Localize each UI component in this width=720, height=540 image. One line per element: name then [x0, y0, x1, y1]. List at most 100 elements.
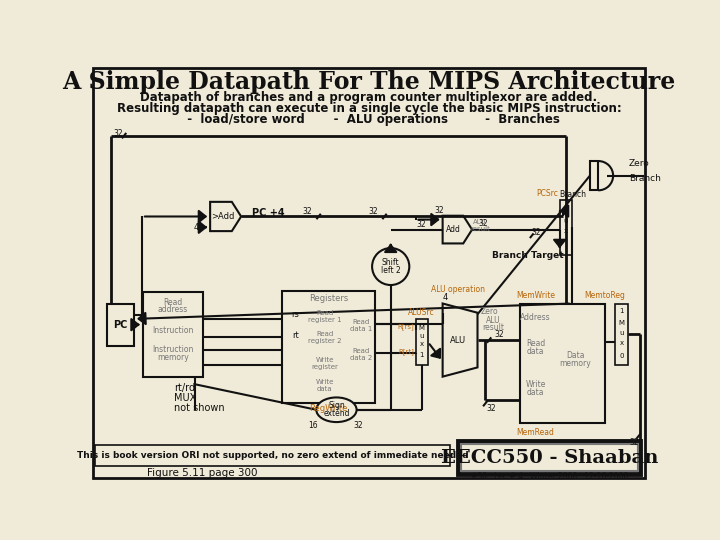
Text: 32: 32: [531, 228, 541, 237]
Text: Read: Read: [353, 348, 370, 354]
Text: data: data: [527, 347, 544, 356]
Text: u: u: [619, 330, 624, 336]
Text: Branch: Branch: [559, 190, 586, 199]
Text: ALU: ALU: [486, 316, 500, 325]
Text: memory: memory: [157, 353, 189, 362]
Bar: [143, 292, 203, 377]
Text: Instruction: Instruction: [152, 326, 194, 335]
Text: M: M: [618, 320, 625, 326]
Text: 32: 32: [302, 207, 312, 215]
Text: 16: 16: [308, 421, 318, 430]
Bar: [458, 441, 640, 474]
Text: 1: 1: [420, 352, 424, 358]
Text: Resulting datapath can execute in a single cycle the basic MIPS instruction:: Resulting datapath can execute in a sing…: [117, 102, 621, 115]
Bar: [462, 444, 638, 471]
Text: 4: 4: [443, 293, 449, 302]
Text: ALU operation: ALU operation: [431, 285, 485, 294]
Text: x: x: [620, 340, 624, 346]
Text: >Add: >Add: [211, 212, 234, 221]
Text: register: register: [311, 364, 338, 370]
Text: 32: 32: [495, 330, 504, 339]
Text: Address: Address: [521, 313, 551, 322]
Text: Branch Target: Branch Target: [492, 251, 564, 260]
Text: data 1: data 1: [350, 326, 372, 332]
Text: PC: PC: [114, 320, 128, 330]
Text: ALUSrc: ALUSrc: [408, 308, 435, 317]
Text: register 2: register 2: [308, 338, 341, 344]
Text: data: data: [527, 388, 544, 396]
Text: Data: Data: [567, 351, 585, 360]
Text: MemtoReg: MemtoReg: [585, 291, 626, 300]
Text: Write: Write: [315, 357, 334, 363]
Text: x: x: [420, 341, 424, 347]
Text: 32: 32: [629, 437, 639, 447]
Text: RegWrite: RegWrite: [310, 404, 348, 414]
Text: Registers: Registers: [309, 294, 348, 303]
Text: 32: 32: [368, 207, 378, 215]
Text: Read: Read: [353, 319, 370, 325]
Circle shape: [372, 248, 409, 285]
Text: 32: 32: [354, 421, 363, 430]
Text: Read: Read: [316, 332, 333, 338]
Text: u: u: [564, 218, 568, 224]
Text: 1: 1: [619, 308, 624, 314]
Text: 32: 32: [434, 206, 444, 215]
Text: Zero: Zero: [629, 159, 649, 168]
Text: rs: rs: [292, 310, 300, 319]
Text: result: result: [482, 323, 504, 332]
Text: extend: extend: [323, 409, 350, 418]
Ellipse shape: [316, 397, 356, 422]
Text: Branch: Branch: [629, 174, 660, 183]
Text: Add: Add: [446, 225, 462, 234]
Text: Zero: Zero: [480, 307, 498, 316]
Text: 0: 0: [619, 353, 624, 359]
Text: result: result: [470, 226, 490, 232]
Text: M: M: [563, 208, 569, 214]
Bar: [616, 303, 628, 365]
Bar: [107, 303, 134, 346]
Polygon shape: [443, 303, 477, 377]
Bar: [520, 303, 606, 423]
Text: R[rt]: R[rt]: [398, 348, 414, 355]
Text: Sign: Sign: [328, 401, 345, 410]
Text: This is book version ORI not supported, no zero extend of immediate needed: This is book version ORI not supported, …: [77, 451, 469, 460]
Text: not shown: not shown: [174, 403, 225, 413]
Text: rt/rd: rt/rd: [174, 383, 195, 393]
Text: Write: Write: [526, 380, 546, 389]
Text: Read: Read: [163, 298, 183, 307]
Text: ALU: ALU: [450, 335, 466, 345]
Text: #38   Lec # 4   Winter 2008   12-16-2008: #38 Lec # 4 Winter 2008 12-16-2008: [471, 472, 628, 481]
Bar: [415, 319, 428, 365]
Text: Read: Read: [526, 339, 545, 348]
Bar: [282, 291, 375, 403]
Bar: [559, 200, 572, 255]
Text: MemWrite: MemWrite: [516, 291, 555, 300]
Text: Shift: Shift: [382, 258, 400, 267]
Text: 32: 32: [113, 129, 122, 138]
Text: Write: Write: [315, 379, 334, 385]
Text: MemRead: MemRead: [517, 428, 554, 437]
Text: Datapath of branches and a program counter multiplexor are added.: Datapath of branches and a program count…: [140, 91, 598, 104]
Text: MUX: MUX: [174, 393, 196, 403]
Text: x: x: [564, 228, 568, 234]
Text: R[rs]: R[rs]: [397, 323, 414, 330]
Text: data: data: [317, 386, 333, 392]
Text: EECC550 - Shaaban: EECC550 - Shaaban: [441, 449, 658, 467]
Text: PCSrc: PCSrc: [536, 189, 558, 198]
Text: Instruction: Instruction: [152, 345, 194, 354]
Text: 32: 32: [479, 219, 488, 228]
Polygon shape: [443, 215, 472, 244]
Text: Figure 5.11 page 300: Figure 5.11 page 300: [147, 468, 258, 478]
Text: Read: Read: [316, 310, 333, 316]
Text: data 2: data 2: [350, 355, 372, 361]
Text: ALU: ALU: [473, 219, 487, 225]
Text: address: address: [158, 305, 188, 314]
Text: 4: 4: [194, 223, 199, 232]
Text: PC +4: PC +4: [252, 208, 284, 218]
Bar: [590, 161, 598, 190]
Text: rt: rt: [292, 332, 300, 340]
Text: u: u: [420, 333, 424, 339]
Text: -  load/store word       -  ALU operations         -  Branches: - load/store word - ALU operations - Bra…: [179, 113, 559, 126]
Bar: [96, 445, 451, 466]
Text: M: M: [419, 325, 425, 331]
